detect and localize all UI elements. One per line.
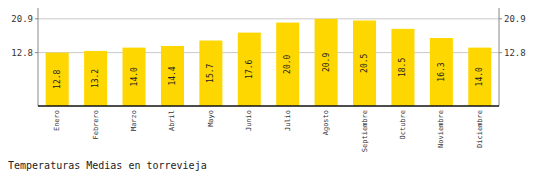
- chart-container: 12.8 13.2 14.0 14.4 15.7 17.6 20.0 20.9 20.5 18.5…: [0, 0, 537, 174]
- y2-axis-line: [499, 8, 500, 106]
- data-label: 16.3: [437, 62, 446, 81]
- y2-tick-label: 12.8: [504, 48, 526, 58]
- bar: [430, 38, 453, 106]
- data-label: 14.4: [168, 66, 177, 85]
- data-label: 14.0: [475, 67, 484, 86]
- y2-tick: [499, 52, 502, 53]
- data-label: 14.0: [130, 67, 139, 86]
- x-tick-label: Agosto: [322, 110, 330, 135]
- y2-tick-label: 20.9: [504, 14, 526, 24]
- bar: [199, 41, 222, 106]
- chart: 12.8 13.2 14.0 14.4 15.7 17.6 20.0 20.9 20.5 18.5…: [0, 0, 537, 174]
- x-tick-label: Julio: [284, 110, 292, 131]
- data-label: 12.8: [53, 69, 62, 88]
- x-tick-label: Abril: [168, 110, 176, 131]
- bar: [353, 21, 376, 106]
- y2-tick: [499, 18, 502, 19]
- bar: [161, 46, 184, 106]
- bar: [123, 48, 146, 106]
- x-tick-label: Mayo: [207, 110, 215, 127]
- data-label: 20.5: [360, 53, 369, 72]
- x-tick-label: Octubre: [399, 110, 407, 140]
- y-tick: [35, 18, 38, 19]
- x-tick-label: Junio: [245, 110, 253, 131]
- x-tick-label: Diciembre: [476, 110, 484, 148]
- data-label: 17.6: [245, 59, 254, 78]
- bar: [468, 48, 491, 106]
- y-tick-label: 12.8: [11, 48, 33, 58]
- bars: [46, 19, 492, 106]
- data-label: 15.7: [206, 63, 215, 82]
- bar: [276, 23, 299, 106]
- bar: [46, 53, 69, 106]
- bar: [315, 19, 338, 106]
- title: Temperaturas Medias en torrevieja: [8, 160, 207, 171]
- x-axis-line: [38, 105, 499, 107]
- x-tick-label: Septiembre: [361, 110, 369, 152]
- x-tick-label: Febrero: [92, 110, 100, 140]
- x-tick-label: Noviembre: [437, 110, 445, 148]
- y-tick: [35, 52, 38, 53]
- bar: [238, 33, 261, 106]
- x-tick-label: Marzo: [130, 110, 138, 131]
- x-tick-label: Enero: [53, 110, 61, 131]
- bar: [391, 29, 414, 106]
- data-label: 20.0: [283, 54, 292, 73]
- data-label: 20.9: [322, 53, 331, 72]
- data-label: 13.2: [91, 69, 100, 88]
- y-tick-label: 20.9: [11, 14, 33, 24]
- y-axis-line: [38, 8, 39, 106]
- grid-line: [38, 18, 499, 19]
- bar: [84, 51, 107, 106]
- data-label: 18.5: [398, 58, 407, 77]
